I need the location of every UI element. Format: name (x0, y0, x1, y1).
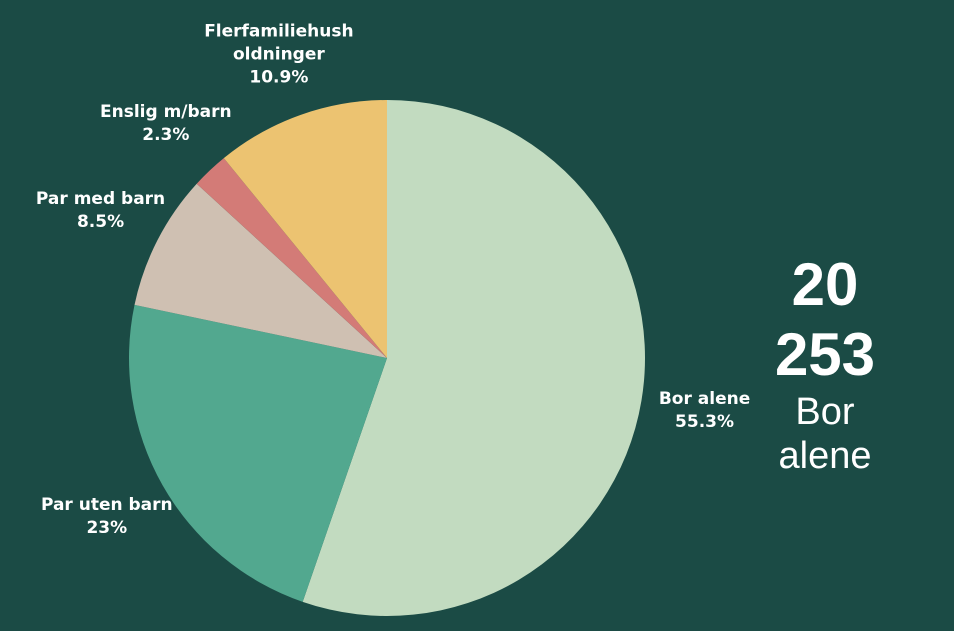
category-label: Par med barn (35, 188, 166, 209)
value-label: 10.9% (249, 67, 309, 88)
value-label: 8.5% (76, 211, 125, 232)
pie-slice (196, 158, 387, 358)
value-label: 55.3% (675, 412, 735, 433)
pie-slice (302, 100, 645, 616)
slice-label: Par uten barn 23% (41, 494, 173, 540)
value-label: 23% (86, 517, 128, 538)
pie-slice (134, 183, 387, 358)
category-label: Flerfamiliehush oldninger (204, 21, 354, 65)
slice-label: Enslig m/barn 2.3% (100, 101, 232, 147)
category-label: Par uten barn (40, 494, 173, 515)
annotation-number: 20 253 (774, 251, 876, 388)
annotation: 20 253 Bor alene (761, 250, 890, 478)
pie-slice (223, 100, 387, 358)
value-label: 2.3% (142, 124, 190, 145)
annotation-text: Bor alene (778, 391, 872, 477)
category-label: Enslig m/barn (100, 101, 232, 122)
slice-label: Par med barn 8.5% (36, 188, 165, 234)
pie-slice (128, 304, 387, 602)
slice-label: Flerfamiliehush oldninger 10.9% (204, 20, 353, 89)
category-label: Bor alene (658, 389, 751, 410)
slice-label: Bor alene 55.3% (659, 388, 750, 434)
